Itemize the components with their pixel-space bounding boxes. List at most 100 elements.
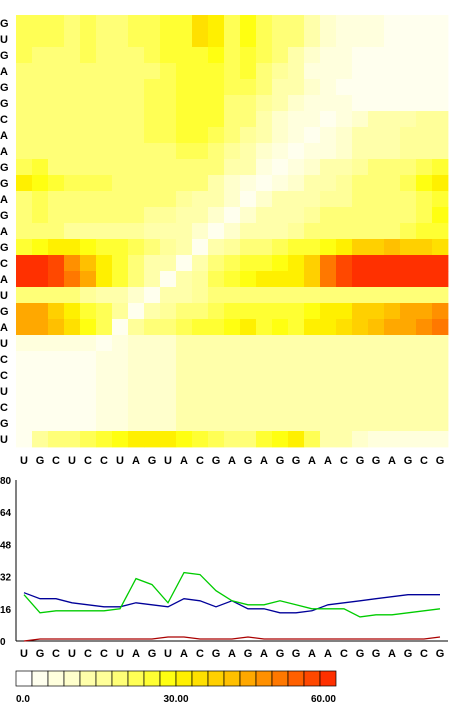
heatmap-cell (208, 383, 225, 400)
heatmap-cell (176, 431, 193, 448)
heatmap-cell (272, 47, 289, 64)
column-label: G (356, 455, 365, 467)
heatmap-cell (64, 31, 81, 48)
heatmap-cell (288, 47, 305, 64)
heatmap-cell (112, 191, 129, 208)
heatmap-cell (240, 255, 257, 272)
x-tick-label: G (148, 648, 157, 660)
heatmap-cell (16, 191, 33, 208)
heatmap-cell (240, 383, 257, 400)
heatmap-cell (128, 351, 145, 368)
heatmap-cell (336, 143, 353, 160)
heatmap-cell (304, 127, 321, 144)
heatmap-cell (352, 15, 369, 32)
heatmap-cell (256, 351, 273, 368)
heatmap-cell (160, 239, 177, 256)
heatmap-cell (432, 31, 449, 48)
heatmap-cell (304, 303, 321, 320)
row-label: G (0, 98, 9, 110)
heatmap-cell (272, 239, 289, 256)
heatmap-cell (272, 431, 289, 448)
heatmap-cell (224, 431, 241, 448)
heatmap-cell (416, 191, 433, 208)
heatmap-cell (368, 143, 385, 160)
heatmap-cell (384, 239, 401, 256)
heatmap-cell (256, 239, 273, 256)
heatmap-cell (256, 111, 273, 128)
colorbar-swatch (47, 670, 65, 687)
heatmap-cell (288, 207, 305, 224)
heatmap-cell (400, 383, 417, 400)
heatmap-cell (16, 47, 33, 64)
heatmap-cell (416, 143, 433, 160)
heatmap-cell (176, 47, 193, 64)
heatmap-cell (112, 287, 129, 304)
heatmap-cell (352, 79, 369, 96)
heatmap-cell (384, 111, 401, 128)
heatmap-cell (160, 255, 177, 272)
heatmap-cell (128, 271, 145, 288)
heatmap-cell (336, 191, 353, 208)
heatmap-cell (224, 159, 241, 176)
heatmap-cell (256, 335, 273, 352)
heatmap-cell (96, 399, 113, 416)
heatmap-cell (192, 383, 209, 400)
heatmap-cell (432, 383, 449, 400)
heatmap-cell (240, 287, 257, 304)
heatmap-cell (304, 399, 321, 416)
heatmap-cell (16, 79, 33, 96)
heatmap-cell (400, 63, 417, 80)
heatmap-cell (160, 127, 177, 144)
heatmap-cell (352, 255, 369, 272)
heatmap-cell (272, 31, 289, 48)
heatmap-cell (384, 287, 401, 304)
heatmap-cell (192, 15, 209, 32)
row-label: C (0, 258, 8, 270)
heatmap-cell (144, 15, 161, 32)
colorbar-swatch (63, 670, 81, 687)
heatmap-cell (176, 63, 193, 80)
heatmap-cell (64, 399, 81, 416)
heatmap-cell (160, 191, 177, 208)
heatmap-cell (112, 95, 129, 112)
heatmap-cell (288, 351, 305, 368)
heatmap-cell (336, 95, 353, 112)
row-label: G (0, 242, 9, 254)
heatmap-cell (336, 383, 353, 400)
heatmap-cell (80, 335, 97, 352)
heatmap-cell (32, 271, 49, 288)
heatmap-cell (368, 383, 385, 400)
heatmap-cell (176, 127, 193, 144)
heatmap-cell (256, 159, 273, 176)
heatmap-cell (48, 431, 65, 448)
heatmap-cell (144, 335, 161, 352)
heatmap-cell (112, 303, 129, 320)
heatmap-cell (304, 335, 321, 352)
column-label: A (180, 455, 188, 467)
x-tick-label: C (100, 648, 108, 660)
heatmap-cell (384, 47, 401, 64)
row-label: G (0, 162, 9, 174)
x-tick-label: G (36, 648, 45, 660)
heatmap-cell (384, 431, 401, 448)
heatmap-cell (80, 415, 97, 432)
heatmap-cell (192, 127, 209, 144)
heatmap-cell (240, 431, 257, 448)
heatmap-cell (352, 95, 369, 112)
heatmap-cell (304, 175, 321, 192)
heatmap-cell (352, 335, 369, 352)
heatmap-cell (256, 383, 273, 400)
heatmap-cell (80, 303, 97, 320)
heatmap-cell (96, 127, 113, 144)
heatmap-cell (240, 127, 257, 144)
heatmap-cell (352, 175, 369, 192)
heatmap-cell (160, 431, 177, 448)
heatmap-cell (208, 351, 225, 368)
heatmap-cell (32, 47, 49, 64)
heatmap-cell (416, 47, 433, 64)
heatmap-cell (208, 239, 225, 256)
heatmap-cell (352, 431, 369, 448)
heatmap-cell (208, 159, 225, 176)
heatmap-cell (144, 415, 161, 432)
